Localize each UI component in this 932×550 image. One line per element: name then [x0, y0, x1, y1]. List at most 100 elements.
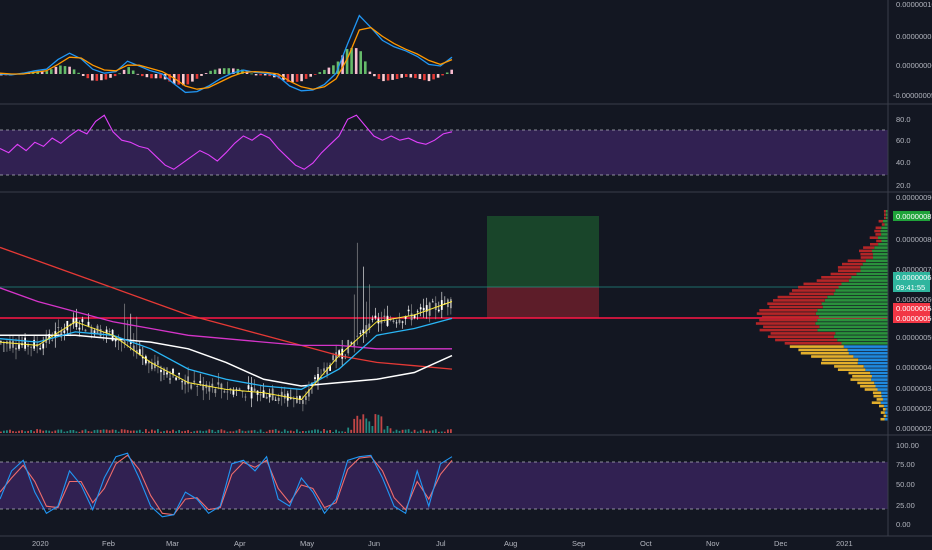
price-tick-3: 0.00000070 — [896, 265, 932, 274]
volume-profile-bar — [767, 335, 834, 338]
stochastic-pane[interactable]: 100.00 75.00 50.00 25.00 0.00 — [0, 441, 919, 529]
macd-pane[interactable]: 0.00000010 0.00000005 0.00000000 -0.0000… — [0, 0, 932, 100]
macd-histogram-bar — [427, 74, 431, 82]
candle-body — [238, 388, 241, 391]
candle-body — [63, 330, 66, 333]
rsi-pane[interactable]: 80.0 60.0 40.0 20.0 — [0, 114, 911, 190]
volume-bar — [205, 430, 208, 433]
macd-tick-1: 0.00000010 — [896, 0, 932, 9]
volume-profile-bar — [874, 246, 888, 249]
volume-bar — [117, 431, 120, 433]
volume-bar — [356, 415, 359, 433]
stop-zone[interactable] — [487, 287, 599, 318]
volume-profile-bar — [871, 375, 888, 378]
macd-histogram-bar — [409, 74, 413, 78]
candle-body — [422, 307, 425, 311]
volume-profile-bar — [875, 384, 888, 388]
candle-body — [196, 386, 199, 387]
macd-histogram-bar — [72, 69, 76, 74]
volume-bar — [129, 430, 132, 433]
volume-profile-bar — [848, 351, 888, 355]
macd-histogram-bar — [159, 74, 162, 79]
candle-body — [292, 398, 295, 400]
volume-bar — [365, 418, 368, 433]
volume-profile-bar — [821, 358, 859, 362]
candle-body — [184, 381, 186, 385]
volume-profile-bar — [847, 348, 888, 352]
macd-histogram-bar — [68, 66, 71, 74]
candle-body — [42, 343, 45, 349]
macd-histogram-bar — [414, 74, 417, 79]
time-axis[interactable]: 2020 Feb Mar Apr May Jun Jul Aug Sep Oct… — [0, 535, 932, 548]
candle-body — [202, 384, 205, 391]
macd-histogram-bar — [418, 74, 422, 79]
candle-body — [226, 391, 229, 393]
volume-profile-bar — [833, 292, 888, 296]
volume-bar — [389, 428, 392, 433]
volume-profile-bar — [873, 256, 888, 259]
volume-bar — [199, 430, 202, 433]
candle-body — [169, 378, 171, 380]
volume-profile-bar — [761, 315, 819, 319]
volume-profile-bar — [875, 226, 882, 230]
volume-bar — [154, 430, 156, 433]
price-pane[interactable]: 0.00000090 0.00000080 0.00000070 0.00000… — [0, 193, 932, 433]
volume-bar — [450, 429, 452, 433]
macd-histogram-bar — [259, 74, 262, 76]
candle-body — [350, 342, 353, 344]
volume-bar — [123, 429, 126, 433]
price-tick-7: 0.00000034 — [896, 384, 932, 393]
volume-bar — [437, 431, 440, 433]
volume-profile-bar — [864, 388, 878, 391]
volume-bar — [440, 431, 443, 433]
macd-histogram-bar — [209, 70, 212, 74]
volume-bar — [425, 430, 428, 433]
volume-bar — [175, 431, 177, 433]
volume-bar — [21, 430, 23, 433]
volume-profile-bar — [881, 394, 888, 398]
candle-body — [151, 362, 153, 370]
macd-histogram-bar — [40, 71, 44, 74]
volume-profile-bar — [815, 322, 888, 325]
volume-bar — [250, 430, 253, 433]
candle-body — [392, 320, 395, 322]
time-label-oct: Oct — [640, 539, 653, 548]
stoch-tick-4: 25.00 — [896, 501, 915, 510]
target-zone[interactable] — [487, 216, 599, 287]
volume-bar — [317, 429, 319, 433]
tag-entry-bg — [893, 303, 930, 313]
candle-body — [157, 360, 159, 365]
volume-bar — [229, 431, 232, 433]
volume-bar — [126, 430, 129, 433]
volume-profile-bar — [834, 335, 888, 338]
time-label-dec: Dec — [774, 539, 788, 548]
volume-bar — [247, 430, 250, 433]
volume-bar — [308, 430, 310, 433]
volume-bar — [253, 430, 256, 433]
volume-profile-bar — [872, 252, 888, 256]
volume-bar — [72, 430, 75, 433]
volume-profile-bar — [884, 404, 888, 408]
volume-bar — [93, 430, 96, 433]
stoch-tick-3: 50.00 — [896, 480, 915, 489]
candle-body — [108, 331, 111, 333]
volume-profile-bar — [770, 332, 836, 335]
candle-body — [78, 327, 81, 330]
price-tick-4: 0.00000060 — [896, 295, 932, 304]
candle-body — [407, 309, 410, 312]
volume-bar — [259, 429, 262, 433]
volume-bar — [193, 431, 196, 433]
volume-profile-bar — [865, 368, 888, 371]
volume-profile-bar — [803, 282, 842, 286]
macd-histogram-bar — [154, 74, 158, 79]
candle-body — [416, 311, 419, 313]
macd-histogram-bar — [382, 74, 385, 82]
macd-histogram-bar — [54, 66, 58, 74]
volume-profile-bar — [759, 318, 818, 322]
candle-body — [51, 339, 54, 341]
macd-histogram-bar — [345, 49, 349, 74]
macd-line — [0, 14, 453, 94]
volume-profile-bar — [874, 381, 888, 385]
volume-profile-bar — [837, 338, 888, 342]
